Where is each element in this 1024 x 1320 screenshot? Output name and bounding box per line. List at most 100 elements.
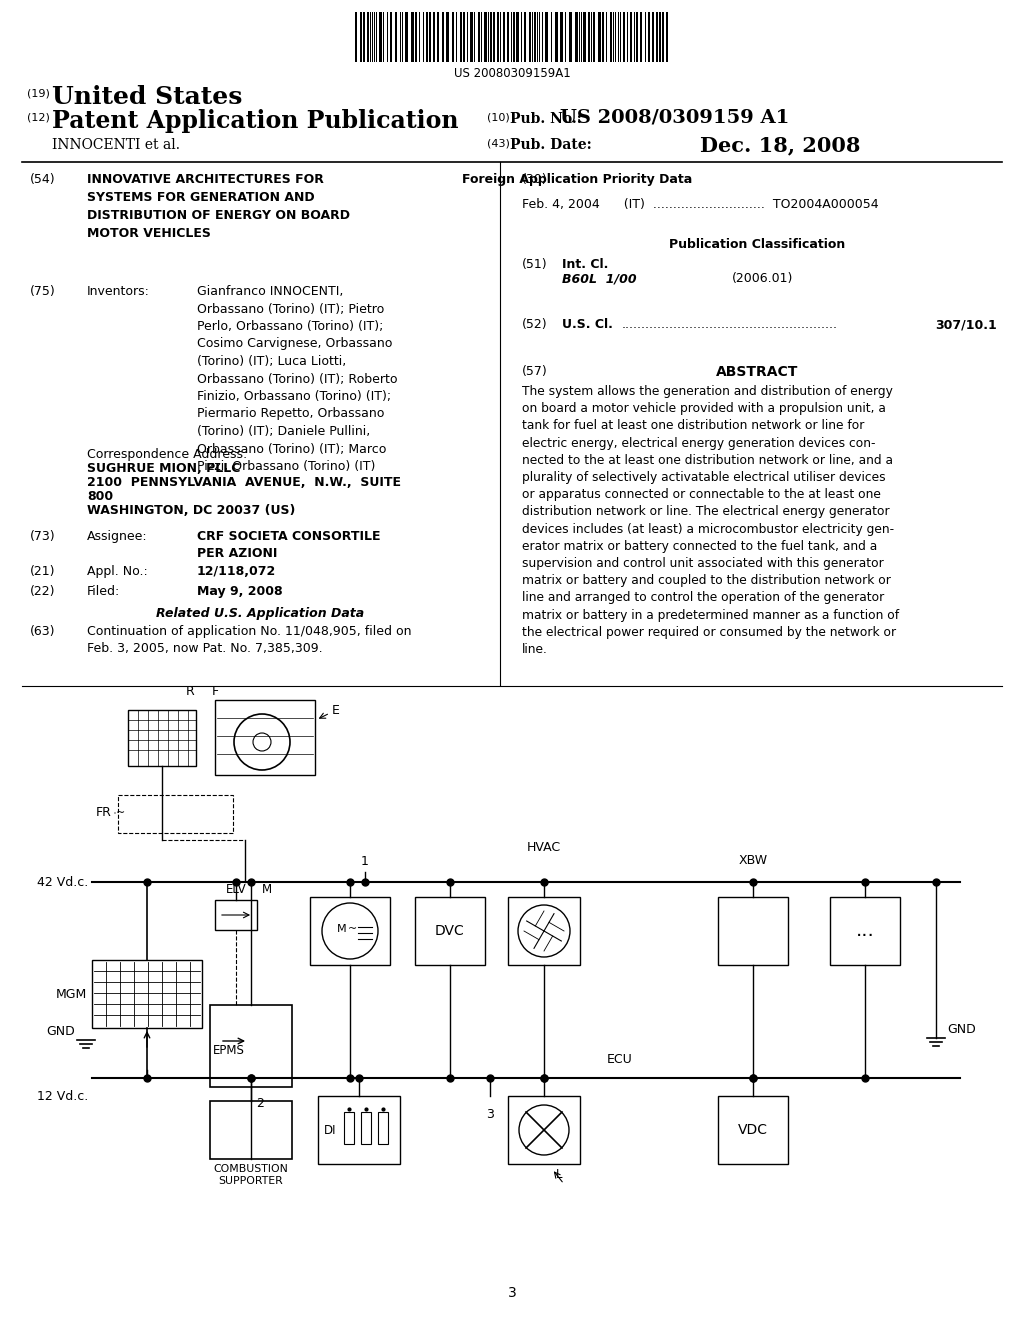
Bar: [390, 12, 392, 62]
Bar: [344, 1111, 354, 1144]
Bar: [355, 12, 357, 62]
Text: Appl. No.:: Appl. No.:: [87, 565, 147, 578]
Bar: [452, 12, 454, 62]
Text: Patent Application Publication: Patent Application Publication: [52, 110, 459, 133]
Text: US 20080309159A1: US 20080309159A1: [454, 67, 570, 81]
Text: (73): (73): [30, 531, 55, 543]
Bar: [623, 12, 625, 62]
Bar: [406, 12, 408, 62]
Text: (51): (51): [522, 257, 548, 271]
Text: DI: DI: [324, 1123, 337, 1137]
Bar: [128, 710, 196, 766]
Text: (52): (52): [522, 318, 548, 331]
Bar: [636, 12, 638, 62]
Text: DVC: DVC: [435, 924, 465, 939]
Bar: [583, 12, 586, 62]
Text: ECU: ECU: [607, 1053, 633, 1067]
Bar: [361, 1111, 371, 1144]
Bar: [470, 12, 473, 62]
Bar: [426, 12, 428, 62]
Bar: [524, 12, 526, 62]
Text: (19): (19): [27, 88, 50, 98]
Bar: [460, 12, 462, 62]
Bar: [433, 12, 435, 62]
Text: Correspondence Address:: Correspondence Address:: [87, 447, 247, 461]
Bar: [666, 12, 668, 62]
Text: ~: ~: [348, 924, 357, 935]
Text: VDC: VDC: [738, 1123, 768, 1137]
Text: ......................................................: ........................................…: [622, 318, 838, 331]
Bar: [652, 12, 654, 62]
Text: E: E: [332, 704, 340, 717]
Bar: [437, 12, 439, 62]
Bar: [118, 795, 233, 833]
Bar: [210, 1101, 292, 1159]
Text: 42 Vd.c.: 42 Vd.c.: [37, 875, 88, 888]
Text: COMBUSTION
SUPPORTER: COMBUSTION SUPPORTER: [214, 1164, 289, 1185]
Text: L: L: [556, 1168, 562, 1181]
Bar: [610, 12, 612, 62]
Text: (75): (75): [30, 285, 55, 298]
Text: INNOCENTI et al.: INNOCENTI et al.: [52, 139, 180, 152]
Bar: [508, 1096, 580, 1164]
Text: The system allows the generation and distribution of energy
on board a motor veh: The system allows the generation and dis…: [522, 385, 899, 656]
Bar: [560, 12, 563, 62]
Text: Continuation of application No. 11/048,905, filed on
Feb. 3, 2005, now Pat. No. : Continuation of application No. 11/048,9…: [87, 624, 412, 655]
Text: 12/118,072: 12/118,072: [197, 565, 276, 578]
Bar: [593, 12, 595, 62]
Text: ~: ~: [116, 808, 125, 818]
Text: (21): (21): [30, 565, 55, 578]
Bar: [446, 12, 449, 62]
Text: (2006.01): (2006.01): [732, 272, 794, 285]
Text: (30): (30): [522, 173, 548, 186]
Text: 2: 2: [256, 1097, 264, 1110]
Bar: [411, 12, 414, 62]
Bar: [215, 700, 315, 775]
Text: MGM: MGM: [55, 987, 87, 1001]
Bar: [659, 12, 662, 62]
Bar: [490, 12, 492, 62]
Bar: [463, 12, 465, 62]
Bar: [415, 12, 417, 62]
Text: Foreign Application Priority Data: Foreign Application Priority Data: [462, 173, 692, 186]
Text: 12 Vd.c.: 12 Vd.c.: [37, 1089, 88, 1102]
Bar: [442, 12, 444, 62]
Text: 307/10.1: 307/10.1: [935, 318, 997, 331]
Text: M: M: [337, 924, 347, 935]
Bar: [718, 1096, 788, 1164]
Text: Assignee:: Assignee:: [87, 531, 147, 543]
Text: (10): (10): [487, 112, 510, 121]
Text: ...: ...: [856, 921, 874, 940]
Text: (43): (43): [487, 139, 510, 148]
Bar: [555, 12, 558, 62]
Bar: [508, 898, 580, 965]
Bar: [718, 898, 788, 965]
Text: INNOVATIVE ARCHITECTURES FOR
SYSTEMS FOR GENERATION AND
DISTRIBUTION OF ENERGY O: INNOVATIVE ARCHITECTURES FOR SYSTEMS FOR…: [87, 173, 350, 240]
Bar: [395, 12, 397, 62]
Text: Feb. 4, 2004      (IT)  ............................  TO2004A000054: Feb. 4, 2004 (IT) ......................…: [522, 198, 879, 211]
Text: U.S. Cl.: U.S. Cl.: [562, 318, 613, 331]
Text: 3: 3: [486, 1107, 494, 1121]
Text: ELV: ELV: [225, 883, 247, 896]
Bar: [569, 12, 572, 62]
Text: 800: 800: [87, 490, 113, 503]
Text: XBW: XBW: [738, 854, 768, 867]
Text: Pub. Date:: Pub. Date:: [510, 139, 592, 152]
Bar: [648, 12, 650, 62]
Text: US 2008/0309159 A1: US 2008/0309159 A1: [560, 110, 790, 127]
Text: Gianfranco INNOCENTI,
Orbassano (Torino) (IT); Pietro
Perlo, Orbassano (Torino) : Gianfranco INNOCENTI, Orbassano (Torino)…: [197, 285, 397, 473]
Bar: [484, 12, 487, 62]
Text: Publication Classification: Publication Classification: [669, 238, 845, 251]
Bar: [210, 1005, 292, 1086]
Text: 1: 1: [361, 855, 369, 869]
Bar: [318, 1096, 400, 1164]
Text: United States: United States: [52, 84, 243, 110]
Bar: [478, 12, 480, 62]
Text: (22): (22): [30, 585, 55, 598]
Text: F: F: [211, 685, 218, 698]
Text: GND: GND: [947, 1023, 976, 1036]
Text: M: M: [262, 883, 272, 896]
Text: Inventors:: Inventors:: [87, 285, 150, 298]
Text: May 9, 2008: May 9, 2008: [197, 585, 283, 598]
Bar: [529, 12, 531, 62]
